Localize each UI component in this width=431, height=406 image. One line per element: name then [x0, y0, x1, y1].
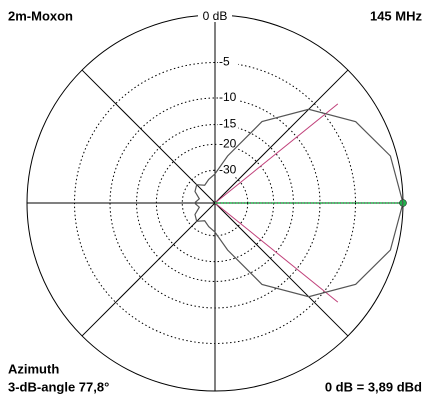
grid-ring — [109, 97, 321, 309]
annotation: 3-dB-angle 77,8° — [8, 379, 109, 394]
grid-ring — [181, 169, 249, 237]
half-power-line — [214, 103, 339, 204]
label-bg — [218, 137, 238, 152]
label-bg — [198, 8, 232, 22]
chart-subtitle: 145 MHz — [370, 8, 423, 23]
r-tick-label: -5 — [219, 55, 230, 69]
grid-ring — [74, 62, 356, 344]
annotation: Azimuth — [8, 361, 59, 376]
r-tick-label: 0 dB — [203, 9, 228, 23]
label-bg — [218, 117, 238, 132]
r-tick-label: -10 — [219, 90, 237, 104]
label-bg — [218, 55, 238, 70]
r-tick-label: -15 — [219, 117, 237, 131]
half-power-line — [214, 202, 339, 303]
pattern — [193, 108, 404, 298]
r-tick-label: -20 — [219, 137, 237, 151]
chart-title: 2m-Moxon — [8, 8, 73, 23]
r-tick-label: -30 — [219, 162, 237, 176]
annotation: 0 dB = 3,89 dBd — [325, 379, 422, 394]
label-bg — [218, 91, 238, 106]
label-bg — [218, 163, 238, 178]
